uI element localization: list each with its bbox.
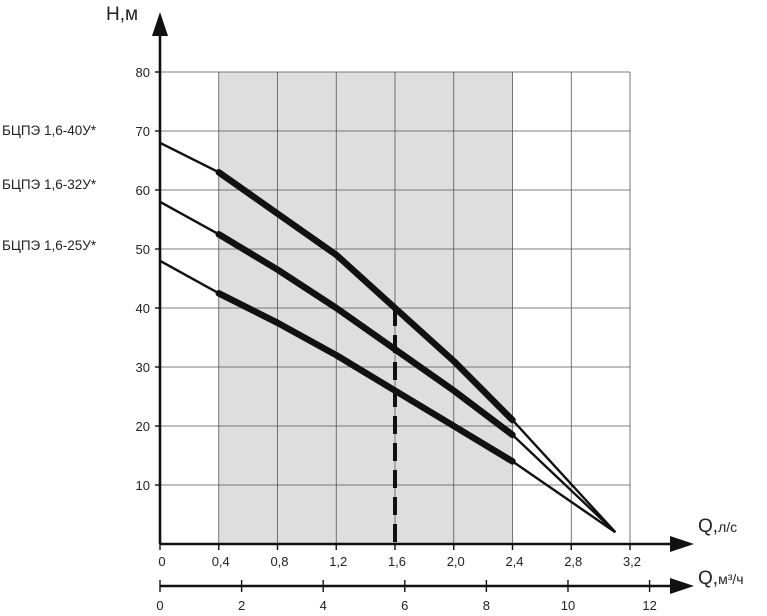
x-secondary-tick-label-5: 10 (561, 598, 575, 613)
x-secondary-tick-label-4: 8 (483, 598, 490, 613)
x-primary-tick-label-6: 2,4 (505, 554, 523, 569)
x-primary-tick-label-5: 2,0 (447, 554, 465, 569)
x-axis-secondary-arrow (670, 578, 694, 594)
y-axis-title: Н,м (106, 4, 138, 25)
x-primary-tick-label-3: 1,2 (329, 554, 347, 569)
series-label-2: БЦПЭ 1,6-32У* (2, 177, 97, 192)
x-secondary-tick-label-1: 2 (238, 598, 245, 613)
x-axis-primary-arrow (670, 536, 694, 552)
x-primary-tick-label-1: 0,4 (212, 554, 230, 569)
x-axis-primary-title: Q,л/с (698, 516, 737, 537)
curve-working-segment-2 (215, 231, 516, 439)
x-secondary-tick-label-3: 6 (401, 598, 408, 613)
x-primary-tick-label-7: 2,8 (564, 554, 582, 569)
x-primary-tick-label-4: 1,6 (388, 554, 406, 569)
x-primary-tick-label-2: 0,8 (270, 554, 288, 569)
y-tick-label-2: 30 (136, 360, 150, 375)
y-tick-label-3: 40 (136, 301, 150, 316)
y-tick-label-1: 20 (136, 419, 150, 434)
x-secondary-tick-label-2: 4 (320, 598, 327, 613)
x-primary-tick-label-0: 0 (158, 554, 165, 569)
curve-working-segment-1 (215, 169, 516, 424)
x-secondary-tick-label-6: 12 (642, 598, 656, 613)
y-tick-label-5: 60 (136, 183, 150, 198)
x-secondary-tick-label-0: 0 (156, 598, 163, 613)
series-label-1: БЦПЭ 1,6-40У* (2, 123, 97, 138)
series-label-3: БЦПЭ 1,6-25У* (2, 238, 97, 253)
y-tick-label-0: 10 (136, 478, 150, 493)
y-tick-label-4: 50 (136, 242, 150, 257)
y-tick-label-7: 80 (136, 65, 150, 80)
x-primary-tick-label-8: 3,2 (623, 554, 641, 569)
y-tick-label-6: 70 (136, 124, 150, 139)
x-axis-secondary-title: Q,м³/ч (698, 568, 744, 589)
y-axis-arrow (152, 12, 168, 36)
curve-working-segment-3 (215, 290, 516, 465)
